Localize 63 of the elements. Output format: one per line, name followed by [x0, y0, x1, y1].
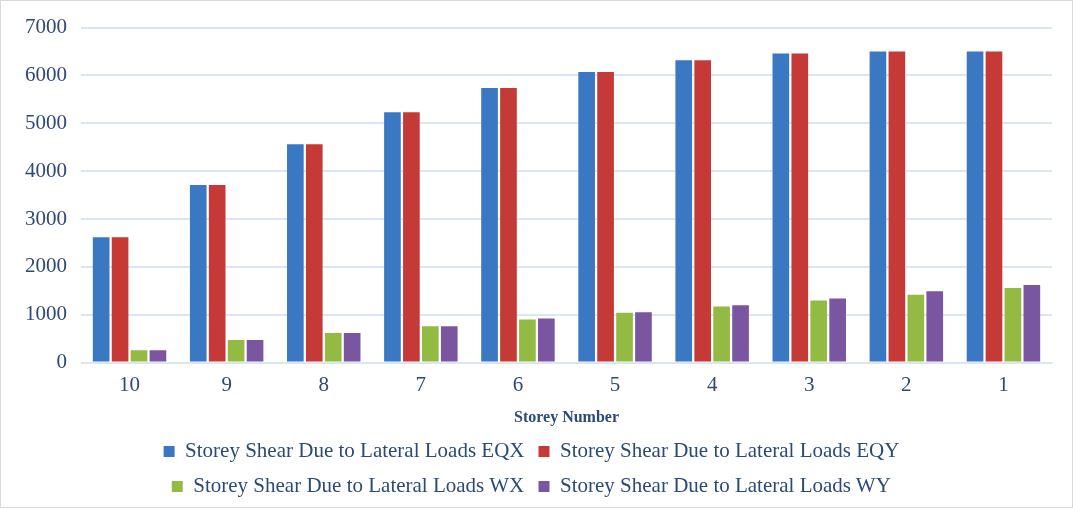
legend-label: Storey Shear Due to Lateral Loads EQY: [560, 438, 900, 463]
bar: [888, 51, 906, 362]
x-tick-label: 7: [415, 371, 427, 396]
bar: [189, 185, 207, 362]
bar: [907, 294, 925, 362]
y-tick-label: 6000: [25, 61, 67, 86]
bar: [791, 53, 809, 362]
bar: [343, 332, 361, 362]
bar: [829, 298, 846, 362]
bar: [208, 185, 226, 362]
bar: [966, 51, 984, 362]
bar: [324, 332, 342, 362]
x-tick-label: 4: [706, 371, 718, 396]
bar: [538, 318, 555, 362]
x-tick-label: 6: [512, 371, 524, 396]
bar: [519, 319, 536, 362]
bar: [732, 305, 749, 362]
x-tick-label: 9: [221, 371, 232, 396]
bar: [578, 72, 595, 362]
bar: [111, 237, 129, 362]
y-tick-label: 0: [56, 349, 67, 374]
legend-label: Storey Shear Due to Lateral Loads WY: [560, 473, 891, 498]
bar: [440, 326, 458, 362]
bar: [985, 51, 1003, 362]
y-tick-label: 3000: [25, 205, 67, 230]
x-axis-title: Storey Number: [513, 407, 620, 426]
bar: [481, 87, 498, 362]
legend-label: Storey Shear Due to Lateral Loads EQX: [185, 438, 525, 463]
x-tick-label: 8: [318, 371, 329, 396]
bar: [287, 144, 304, 362]
bar: [149, 350, 167, 362]
bar: [384, 112, 401, 362]
bar: [810, 300, 828, 362]
y-tick-label: 2000: [25, 253, 67, 278]
bar: [500, 87, 517, 362]
bar: [713, 306, 730, 362]
bar: [246, 340, 264, 362]
bar: [635, 312, 652, 362]
bar: [597, 72, 614, 362]
bar: [421, 326, 439, 362]
bar: [675, 60, 693, 362]
bar: [1004, 287, 1022, 362]
x-tick-label: 1: [998, 371, 1009, 396]
bar: [305, 144, 323, 362]
bar: [926, 291, 944, 362]
bar: [694, 60, 712, 362]
y-tick-label: 5000: [25, 109, 67, 134]
y-tick-label: 4000: [25, 157, 67, 182]
bar: [869, 51, 887, 362]
x-tick-label: 2: [901, 371, 912, 396]
bar: [772, 53, 790, 362]
bar: [616, 312, 633, 362]
bar: [92, 237, 110, 362]
x-tick-label: 5: [609, 371, 621, 396]
bar: [227, 340, 245, 362]
x-tick-label: 3: [804, 371, 815, 396]
y-tick-label: 7000: [25, 14, 67, 39]
y-tick-label: 1000: [25, 301, 67, 326]
legend-label: Storey Shear Due to Lateral Loads WX: [193, 473, 525, 498]
bar: [403, 112, 420, 362]
bar: [130, 350, 148, 362]
x-tick-label: 10: [119, 371, 141, 396]
bar: [1023, 285, 1041, 362]
